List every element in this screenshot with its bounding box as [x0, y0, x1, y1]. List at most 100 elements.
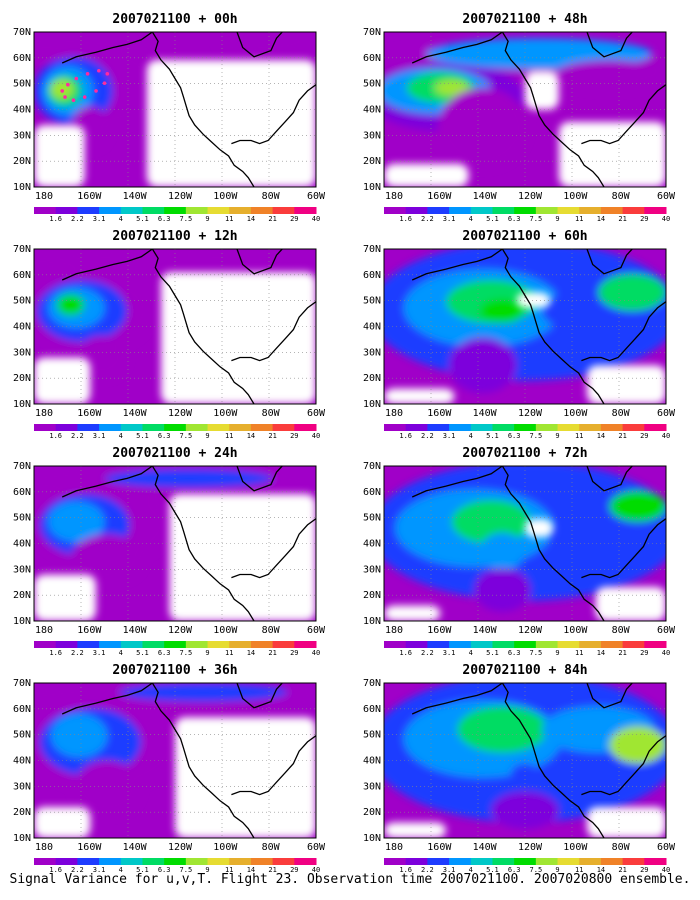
lon-tick-label: 140W [473, 842, 498, 853]
colorbar-swatch [164, 424, 187, 431]
lat-tick-label: 70N [13, 27, 31, 38]
map-frame [383, 682, 667, 839]
map-panel: 2007021100 + 48h 70N 60N 50N 40N 30N 20N 10N 180… [363, 12, 676, 223]
colorbar-swatch [272, 641, 295, 648]
colorbar-label: 4 [469, 649, 473, 657]
colorbar-label: 5.1 [486, 215, 499, 223]
colorbar-swatch [557, 641, 580, 648]
colorbar-swatch [492, 424, 515, 431]
coastline [61, 683, 153, 715]
colorbar-label: 2.2 [421, 866, 434, 874]
colorbar-label: 14 [597, 866, 605, 874]
variance-field [34, 466, 316, 621]
coastline [501, 683, 605, 838]
lat-tick-label: 40N [363, 322, 381, 333]
colorbar-label: 14 [597, 432, 605, 440]
colorbar-swatch [55, 858, 78, 865]
coastline [231, 735, 316, 796]
coastline [586, 249, 633, 275]
lat-tick-label: 60N [13, 53, 31, 64]
colorbar-label: 40 [312, 432, 320, 440]
colorbar-swatch [250, 424, 274, 431]
colorbar-swatch [405, 207, 428, 214]
lon-tick-label: 60W [307, 408, 326, 419]
lat-tick-label: 50N [13, 513, 31, 524]
colorbar-label: 4 [119, 215, 123, 223]
colorbar-swatch [120, 207, 143, 214]
panel-title: 2007021100 + 00h [112, 12, 237, 27]
colorbar-swatch [272, 858, 295, 865]
colorbar-label: 3.1 [93, 649, 106, 657]
lat-tick-label: 60N [363, 487, 381, 498]
lon-tick-label: 120W [168, 842, 193, 853]
lat-tick-label: 20N [363, 373, 381, 384]
colorbar-swatch [99, 424, 122, 431]
map-panel: 2007021100 + 12h 70N 60N 50N 40N 30N 20N 10N 180… [13, 229, 326, 440]
lon-tick-label: 80W [612, 191, 631, 202]
colorbar-swatch [207, 207, 230, 214]
colorbar-swatch [207, 641, 230, 648]
colorbar-swatch [55, 207, 78, 214]
variance-contour [70, 534, 144, 584]
colorbar-label: 7.5 [180, 432, 193, 440]
colorbar-swatch [492, 641, 515, 648]
lat-tick-label: 60N [363, 53, 381, 64]
coastline [231, 301, 316, 362]
lat-tick-label: 30N [363, 564, 381, 575]
colorbar-swatch [579, 858, 602, 865]
colorbar-swatch [600, 424, 624, 431]
coastline [501, 249, 605, 404]
map-panel: 2007021100 + 24h 70N 60N 50N 40N 30N 20N 10N 180… [13, 446, 326, 657]
observation-point [74, 76, 79, 81]
coastline [501, 466, 605, 621]
coastline [586, 466, 633, 492]
lon-tick-label: 120W [168, 408, 193, 419]
lon-tick-label: 60W [307, 191, 326, 202]
map-frame [33, 31, 317, 188]
colorbar-label: 29 [290, 866, 298, 874]
variance-field [384, 466, 666, 621]
colorbar-label: 6.3 [508, 866, 521, 874]
colorbar-swatch [470, 641, 493, 648]
colorbar-swatch [384, 858, 407, 865]
coastline [61, 249, 153, 281]
map-frame [383, 248, 667, 405]
map-frame [33, 465, 317, 622]
coastline [586, 32, 633, 58]
colorbar-swatch [449, 207, 472, 214]
variance-contour [491, 791, 559, 829]
colorbar-swatch [600, 207, 624, 214]
coastline [236, 32, 283, 58]
colorbar-label: 21 [618, 866, 626, 874]
colorbar-swatch [384, 641, 407, 648]
colorbar-swatch [294, 207, 317, 214]
colorbar-label: 2.2 [71, 432, 84, 440]
colorbar-swatch [427, 207, 450, 214]
lat-tick-label: 20N [13, 156, 31, 167]
lat-tick-label: 70N [13, 461, 31, 472]
lon-tick-label: 80W [262, 408, 281, 419]
colorbar-label: 11 [225, 432, 233, 440]
colorbar-label: 7.5 [180, 215, 193, 223]
lat-tick-label: 40N [363, 105, 381, 116]
lat-tick-label: 20N [13, 590, 31, 601]
colorbar-label: 6.3 [508, 432, 521, 440]
colorbar-label: 7.5 [180, 866, 193, 874]
panel-title: 2007021100 + 48h [462, 12, 587, 27]
panel-title: 2007021100 + 12h [112, 229, 237, 244]
map-panel: 2007021100 + 60h 70N 60N 50N 40N 30N 20N 10N 180… [363, 229, 676, 440]
variance-contour [437, 87, 528, 169]
colorbar-label: 21 [268, 866, 276, 874]
observation-point [102, 81, 107, 85]
colorbar-swatch [142, 424, 165, 431]
colorbar-swatch [514, 424, 537, 431]
colorbar-swatch [427, 424, 450, 431]
coastline [411, 32, 503, 64]
colorbar-label: 40 [312, 866, 320, 874]
lat-tick-label: 20N [363, 590, 381, 601]
colorbar-label: 2.2 [71, 215, 84, 223]
observation-point [66, 82, 70, 87]
colorbar-swatch [99, 641, 122, 648]
colorbar-swatch [384, 207, 407, 214]
lon-tick-label: 180 [385, 625, 403, 636]
